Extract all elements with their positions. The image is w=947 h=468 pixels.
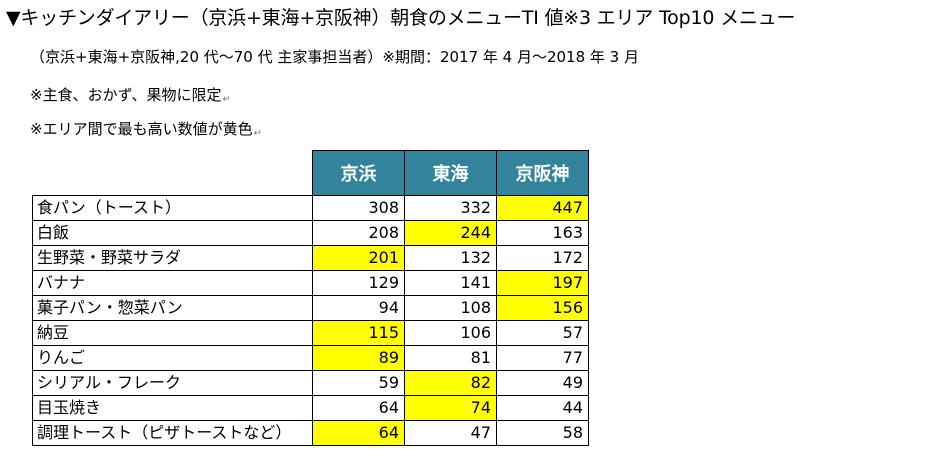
table-row: りんご 89 81 77 — [32, 345, 589, 371]
row-label: 食パン（トースト） — [32, 195, 313, 221]
cell-keihanshin: 49 — [496, 370, 589, 396]
cell-keihanshin: 77 — [496, 345, 589, 371]
cell-tokai: 82 — [404, 370, 497, 396]
table-body: 食パン（トースト） 308 332 447 白飯 208 244 163 生野菜・野菜サラダ 20… — [32, 195, 589, 446]
note-scope-text: ※主食、おかず、果物に限定 — [30, 86, 222, 104]
row-label: シリアル・フレーク — [32, 370, 313, 396]
row-label: 白飯 — [32, 220, 313, 246]
cell-tokai: 106 — [404, 320, 497, 346]
cell-tokai: 132 — [404, 245, 497, 271]
row-label: 菓子パン・惣菜パン — [32, 295, 313, 321]
cell-keihin: 208 — [312, 220, 405, 246]
paragraph-mark-icon: ↵ — [253, 128, 262, 139]
cell-tokai: 81 — [404, 345, 497, 371]
cell-keihanshin: 447 — [496, 195, 589, 221]
table-header-blank — [32, 150, 313, 196]
cell-tokai: 332 — [404, 195, 497, 221]
cell-keihin: 308 — [312, 195, 405, 221]
cell-keihanshin: 44 — [496, 395, 589, 421]
cell-keihin: 94 — [312, 295, 405, 321]
cell-keihin: 115 — [312, 320, 405, 346]
note-highlight: ※エリア間で最も高い数値が黄色↵ — [30, 118, 262, 145]
cell-keihanshin: 163 — [496, 220, 589, 246]
cell-tokai: 108 — [404, 295, 497, 321]
page-subtitle: （京浜+東海+京阪神,20 代～70 代 主家事担当者）※期間：2017 年 4… — [30, 48, 639, 66]
note-scope: ※主食、おかず、果物に限定↵ — [30, 84, 231, 111]
table-row: バナナ 129 141 197 — [32, 270, 589, 296]
cell-tokai: 47 — [404, 420, 497, 446]
cell-keihanshin: 58 — [496, 420, 589, 446]
table-header-row: 京浜 東海 京阪神 — [32, 150, 589, 196]
column-header-keihin: 京浜 — [312, 150, 405, 196]
cell-tokai: 244 — [404, 220, 497, 246]
table-row: 生野菜・野菜サラダ 201 132 172 — [32, 245, 589, 271]
table-row: シリアル・フレーク 59 82 49 — [32, 370, 589, 396]
row-label: 目玉焼き — [32, 395, 313, 421]
page-title: ▼キッチンダイアリー（京浜+東海+京阪神）朝食のメニューTI 値※3 エリア T… — [6, 7, 796, 29]
cell-tokai: 74 — [404, 395, 497, 421]
cell-keihanshin: 172 — [496, 245, 589, 271]
table-row: 白飯 208 244 163 — [32, 220, 589, 246]
table-row: 目玉焼き 64 74 44 — [32, 395, 589, 421]
row-label: バナナ — [32, 270, 313, 296]
table-row: 納豆 115 106 57 — [32, 320, 589, 346]
row-label: 納豆 — [32, 320, 313, 346]
cell-keihin: 89 — [312, 345, 405, 371]
table-row: 菓子パン・惣菜パン 94 108 156 — [32, 295, 589, 321]
table-row: 調理トースト（ピザトーストなど） 64 47 58 — [32, 420, 589, 446]
column-header-keihanshin: 京阪神 — [496, 150, 589, 196]
cell-keihanshin: 197 — [496, 270, 589, 296]
note-highlight-text: ※エリア間で最も高い数値が黄色 — [30, 120, 253, 138]
row-label: りんご — [32, 345, 313, 371]
row-label: 調理トースト（ピザトーストなど） — [32, 420, 313, 446]
ti-value-table: 京浜 東海 京阪神 食パン（トースト） 308 332 447 白飯 208 244 163 生… — [32, 150, 589, 446]
row-label: 生野菜・野菜サラダ — [32, 245, 313, 271]
cell-keihin: 64 — [312, 395, 405, 421]
paragraph-mark-icon: ↵ — [222, 94, 231, 105]
cell-keihin: 59 — [312, 370, 405, 396]
table-row: 食パン（トースト） 308 332 447 — [32, 195, 589, 221]
cell-keihin: 129 — [312, 270, 405, 296]
column-header-tokai: 東海 — [404, 150, 497, 196]
cell-keihin: 201 — [312, 245, 405, 271]
cell-keihin: 64 — [312, 420, 405, 446]
cell-tokai: 141 — [404, 270, 497, 296]
cell-keihanshin: 57 — [496, 320, 589, 346]
cell-keihanshin: 156 — [496, 295, 589, 321]
